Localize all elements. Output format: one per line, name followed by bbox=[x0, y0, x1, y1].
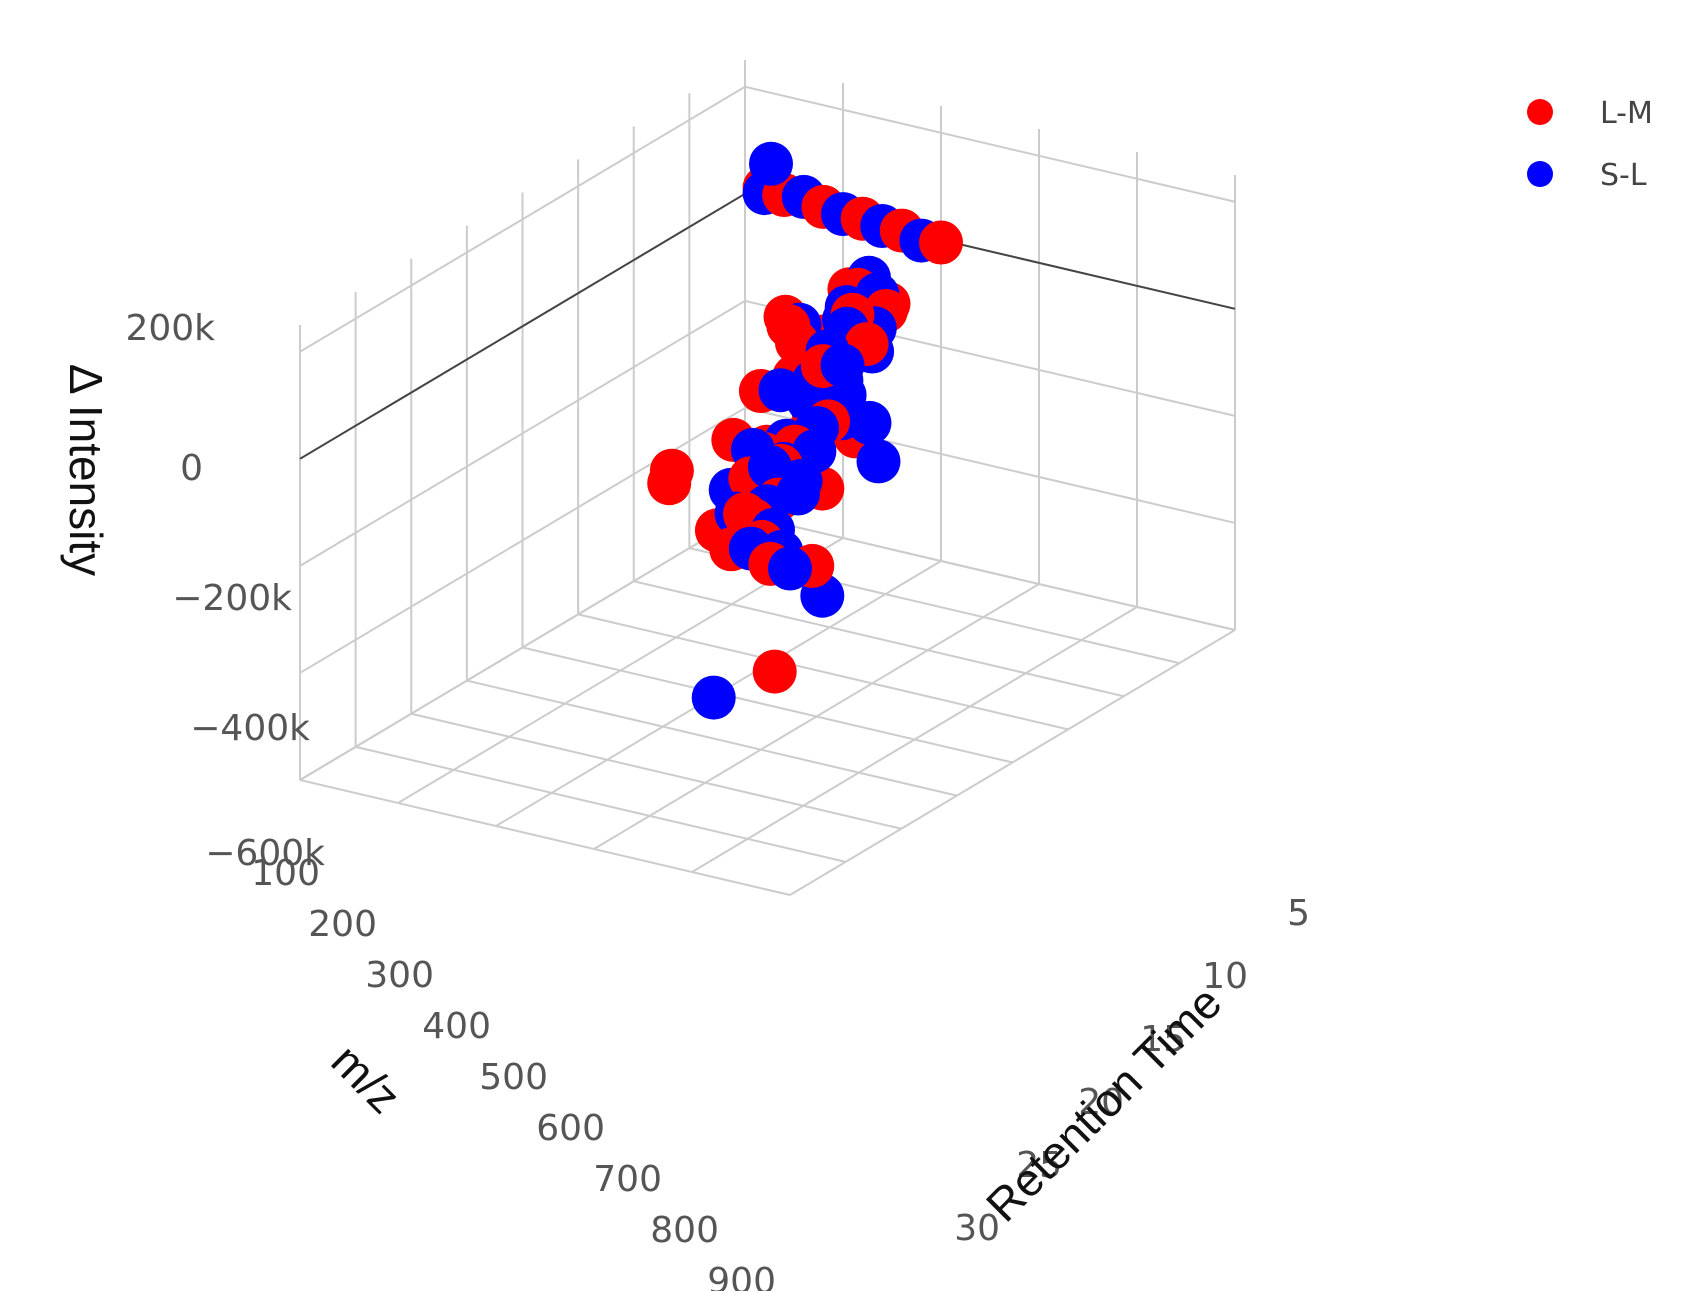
point-S-L bbox=[691, 675, 736, 720]
right-wall-gridline-intensity bbox=[744, 514, 1236, 631]
floor-gridline-mz bbox=[299, 779, 791, 896]
z-tick-label: −600k bbox=[205, 833, 325, 874]
z-tick-label: 0 bbox=[180, 448, 203, 489]
tick-labels: 100 200 300 400 500 600 700 800 900 5 10 15 20 25 30 20… bbox=[125, 308, 1310, 1291]
x-tick-label: 200 bbox=[308, 904, 377, 945]
point-L-M bbox=[647, 461, 692, 506]
floor-gridline-rt bbox=[593, 583, 1040, 850]
x-tick-label: 300 bbox=[365, 955, 434, 996]
floor-gridline-mz bbox=[466, 679, 958, 797]
legend: L-M S-L bbox=[1527, 96, 1653, 193]
point-S-L bbox=[820, 343, 865, 388]
x-tick-label: 800 bbox=[650, 1210, 719, 1251]
floor-gridline-rt bbox=[691, 606, 1138, 873]
legend-marker bbox=[1527, 161, 1553, 187]
floor-gridline-mz bbox=[355, 745, 846, 863]
point-S-L bbox=[749, 141, 793, 186]
floor-gridline-mz bbox=[411, 712, 902, 830]
left-wall-gridline-intensity bbox=[299, 300, 746, 567]
legend-label: S-L bbox=[1600, 158, 1647, 193]
floor-gridline-mz bbox=[577, 613, 1069, 731]
left-wall-gridline-intensity bbox=[299, 85, 746, 353]
x-tick-label: 700 bbox=[593, 1159, 662, 1200]
z-tick-label: −200k bbox=[172, 578, 292, 619]
y-tick-label: 30 bbox=[954, 1208, 1000, 1249]
x-tick-label: 100 bbox=[251, 853, 320, 894]
y-tick-label: 15 bbox=[1140, 1019, 1186, 1060]
floor-gridline-mz bbox=[522, 646, 1013, 764]
z-axis-title: Δ Intensity bbox=[60, 364, 112, 576]
z-tick-label: −400k bbox=[190, 708, 310, 749]
y-tick-label: 5 bbox=[1287, 893, 1310, 934]
right-wall-gridline-intensity bbox=[744, 85, 1236, 203]
floor-gridline-rt bbox=[789, 629, 1236, 896]
x-tick-label: 400 bbox=[422, 1006, 491, 1047]
y-tick-label: 20 bbox=[1078, 1082, 1124, 1123]
x-tick-label: 600 bbox=[536, 1108, 605, 1149]
point-L-M bbox=[752, 649, 797, 694]
z-tick-label: 200k bbox=[125, 308, 215, 349]
y-tick-label: 10 bbox=[1202, 956, 1248, 997]
floor-gridline-mz bbox=[633, 580, 1124, 698]
zero-line-left bbox=[299, 192, 746, 460]
legend-label: L-M bbox=[1600, 96, 1653, 131]
y-tick-label: 25 bbox=[1016, 1145, 1062, 1186]
point-S-L bbox=[776, 471, 820, 516]
x-axis-title: m/z bbox=[322, 1034, 411, 1123]
y-axis-title: Retention Time bbox=[976, 976, 1232, 1232]
gridlines bbox=[299, 60, 1236, 896]
left-wall-gridline-intensity bbox=[299, 514, 746, 781]
point-S-L bbox=[768, 546, 812, 591]
data-points bbox=[647, 141, 963, 720]
legend-marker bbox=[1527, 99, 1553, 125]
x-tick-label: 500 bbox=[479, 1057, 548, 1098]
point-S-L bbox=[856, 439, 901, 484]
point-L-M bbox=[919, 220, 963, 265]
x-tick-label: 900 bbox=[707, 1261, 776, 1291]
